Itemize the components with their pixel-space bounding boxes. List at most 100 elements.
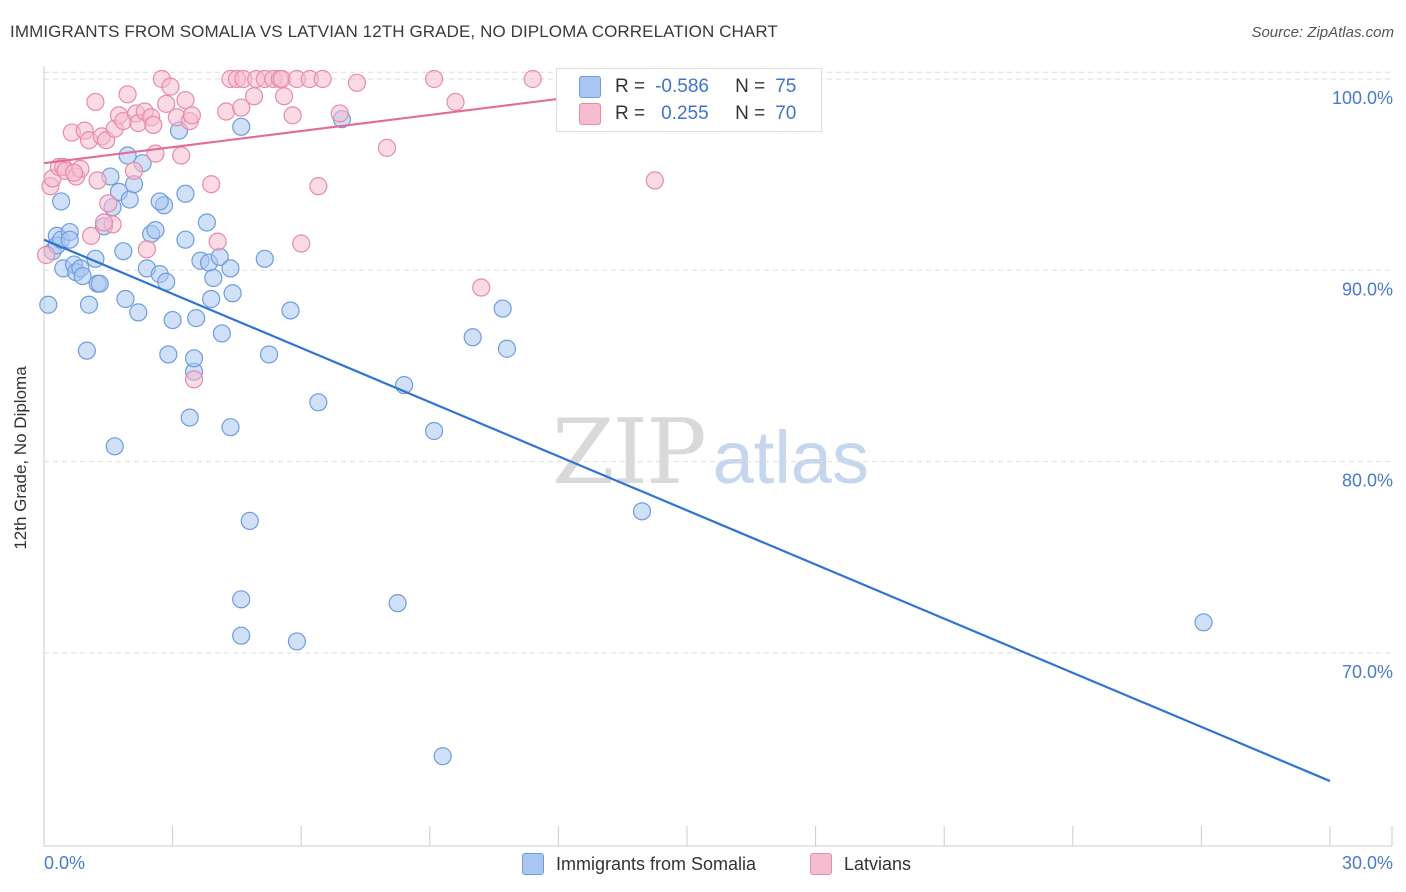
bottom-legend-swatch-latvian: [810, 853, 832, 875]
data-point-latvian: [88, 171, 107, 190]
data-point-latvian: [144, 115, 163, 135]
data-point-somalia: [184, 349, 204, 368]
data-point-latvian: [313, 69, 332, 89]
data-point-latvian: [347, 73, 367, 92]
data-point-somalia: [176, 184, 195, 203]
y-tick-label: 70.0%: [1342, 662, 1393, 682]
data-point-latvian: [161, 77, 180, 96]
data-point-somalia: [232, 590, 251, 609]
y-tick-label: 80.0%: [1342, 471, 1393, 491]
legend-swatch-somalia: [579, 76, 601, 98]
data-point-somalia: [493, 299, 512, 318]
data-point-latvian: [309, 177, 328, 196]
data-point-somalia: [150, 192, 169, 211]
data-point-somalia: [163, 310, 182, 330]
data-point-latvian: [202, 175, 221, 194]
bottom-legend-label-somalia: Immigrants from Somalia: [556, 853, 757, 874]
data-point-somalia: [39, 295, 58, 314]
data-point-somalia: [232, 117, 251, 136]
data-point-somalia: [255, 249, 274, 268]
data-point-somalia: [90, 274, 109, 293]
data-point-latvian: [99, 194, 118, 213]
data-point-somalia: [79, 295, 99, 314]
data-point-latvian: [86, 92, 105, 112]
data-point-somalia: [129, 303, 148, 322]
data-point-somalia: [120, 190, 139, 209]
bottom-legend-swatch-somalia: [522, 853, 544, 875]
data-point-somalia: [240, 511, 259, 531]
legend-r-label: R =: [615, 103, 646, 124]
data-point-somalia: [73, 266, 92, 286]
data-point-somalia: [176, 230, 195, 249]
data-point-somalia: [281, 301, 300, 320]
chart-title: IMMIGRANTS FROM SOMALIA VS LATVIAN 12TH …: [10, 22, 778, 41]
bottom-legend-latvian: Latvians: [810, 852, 911, 876]
data-point-somalia: [463, 328, 482, 347]
legend-row-latvian: R = 0.255 N = 70: [557, 101, 796, 127]
data-point-latvian: [82, 226, 101, 245]
legend-n-value: 75: [775, 76, 797, 97]
data-point-somalia: [309, 393, 328, 412]
data-point-latvian: [124, 161, 144, 180]
data-point-latvian: [208, 232, 227, 251]
data-point-latvian: [292, 234, 311, 253]
data-point-latvian: [446, 92, 465, 112]
bottom-legend-label-latvian: Latvians: [844, 853, 912, 874]
data-point-somalia: [632, 502, 652, 521]
legend-n-label: N =: [735, 103, 766, 124]
data-point-latvian: [472, 278, 491, 297]
correlation-legend: R = -0.586 N = 75 R = 0.255 N = 70: [556, 68, 822, 132]
data-point-somalia: [287, 632, 307, 651]
data-point-somalia: [212, 324, 231, 343]
data-point-somalia: [388, 594, 407, 613]
data-point-somalia: [52, 192, 71, 211]
data-point-somalia: [232, 626, 251, 645]
data-point-somalia: [197, 213, 216, 232]
data-point-somalia: [180, 408, 199, 427]
data-point-somalia: [1194, 613, 1213, 632]
bottom-legend-somalia: Immigrants from Somalia: [522, 852, 756, 876]
data-point-latvian: [94, 213, 114, 232]
data-point-latvian: [64, 163, 84, 182]
source-label: Source: ZipAtlas.com: [1251, 24, 1394, 41]
y-tick-label: 100.0%: [1332, 88, 1393, 108]
data-point-latvian: [137, 240, 156, 259]
legend-n-label: N =: [735, 76, 766, 97]
data-point-somalia: [221, 259, 240, 278]
data-point-somalia: [221, 418, 240, 437]
y-axis-label: 12th Grade, No Diploma: [11, 366, 30, 550]
x-tick-label: 30.0%: [1342, 853, 1393, 873]
data-point-latvian: [283, 106, 302, 125]
trend-line-somalia: [43, 238, 1331, 783]
data-point-somalia: [159, 345, 178, 364]
data-point-latvian: [182, 106, 201, 125]
data-point-latvian: [244, 87, 264, 106]
data-point-latvian: [377, 138, 397, 157]
data-point-somalia: [116, 289, 135, 309]
x-tick-label: 0.0%: [44, 853, 85, 873]
watermark: ZIP atlas: [552, 400, 869, 505]
data-point-latvian: [157, 94, 176, 113]
data-point-latvian: [172, 146, 191, 165]
data-point-latvian: [424, 69, 444, 89]
data-point-somalia: [259, 345, 279, 364]
data-point-somalia: [204, 268, 223, 288]
watermark-atlas: atlas: [712, 416, 869, 499]
data-point-latvian: [645, 171, 664, 190]
data-point-somalia: [424, 421, 444, 441]
data-point-latvian: [330, 104, 349, 123]
legend-row-somalia: R = -0.586 N = 75: [557, 74, 796, 100]
legend-n-value: 70: [775, 103, 797, 124]
legend-r-value: 0.255: [661, 103, 709, 124]
data-point-latvian: [184, 370, 204, 389]
data-point-somalia: [433, 747, 452, 766]
data-point-latvian: [274, 87, 294, 106]
data-point-somalia: [187, 309, 206, 328]
data-point-somalia: [114, 242, 133, 261]
data-point-latvian: [37, 245, 56, 265]
y-tick-label: 90.0%: [1342, 279, 1393, 299]
data-point-latvian: [232, 98, 251, 117]
data-point-somalia: [497, 339, 517, 358]
data-point-somalia: [105, 437, 124, 456]
